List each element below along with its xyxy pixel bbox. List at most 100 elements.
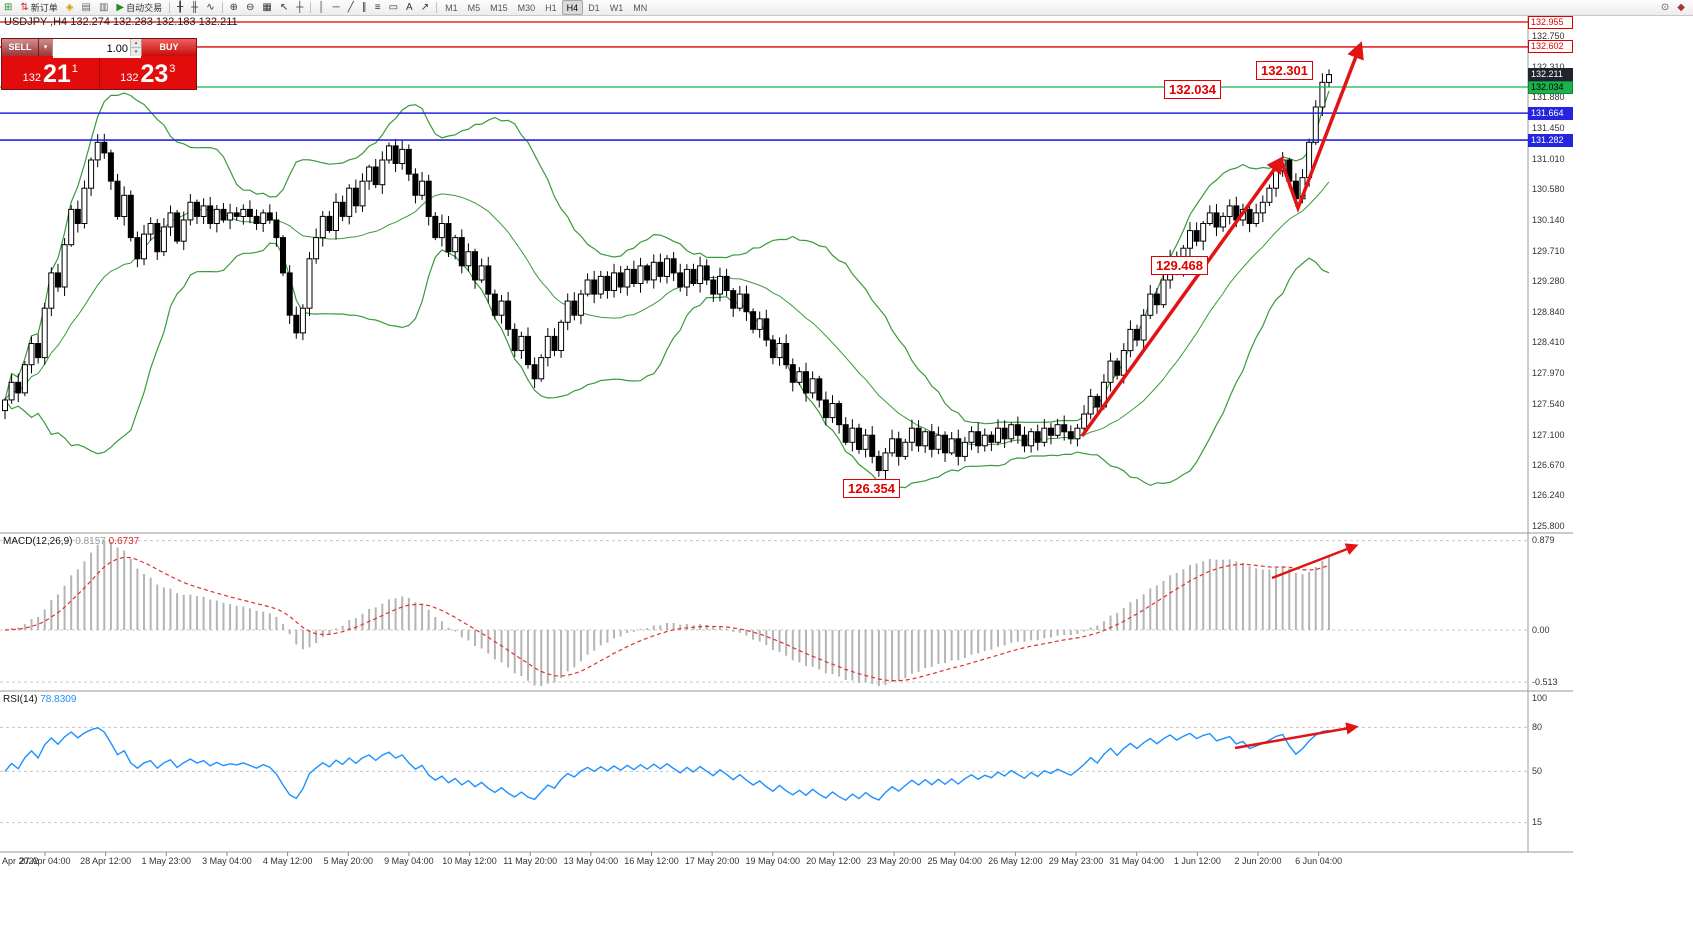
search-icon[interactable]: ⊙ xyxy=(1657,0,1673,15)
rsi-label: RSI(14) 78.8309 xyxy=(3,694,76,705)
volume-input[interactable] xyxy=(53,40,141,58)
timeframe-m30[interactable]: M30 xyxy=(517,2,536,13)
time-axis-label: 2 Jun 20:00 xyxy=(1234,856,1282,866)
horizontal-line-icon[interactable]: ─ xyxy=(329,0,344,15)
timeframe-w1[interactable]: W1 xyxy=(609,2,624,13)
candle-body xyxy=(1028,431,1035,447)
time-axis-label: 28 Apr 12:00 xyxy=(80,856,132,866)
timeframe-h1[interactable]: H1 xyxy=(545,2,557,13)
timeframe-mn[interactable]: MN xyxy=(633,2,648,13)
candle-body xyxy=(299,307,306,334)
buy-button[interactable]: BUY xyxy=(142,39,196,56)
price-axis-label: 126.670 xyxy=(1532,460,1565,471)
time-axis[interactable]: Apr 2022 27 Apr 04:00 28 Apr 12:00 1 May 23… xyxy=(0,852,1573,870)
cursor-icon[interactable]: ↖ xyxy=(276,0,292,15)
candle-body xyxy=(432,215,439,239)
price-axis-label: 127.970 xyxy=(1532,368,1565,379)
data-window-icon[interactable]: ▥ xyxy=(95,0,112,15)
candle-body xyxy=(28,343,35,366)
price-axis[interactable]: 132.750 132.310 131.880 131.450 131.010 130.5… xyxy=(1528,0,1574,852)
candle-body xyxy=(1134,328,1140,341)
candle-body xyxy=(1074,427,1081,440)
candle-body xyxy=(21,364,28,394)
candle-body xyxy=(1034,431,1041,443)
crosshair-icon[interactable]: ┼ xyxy=(292,0,307,15)
price-callout[interactable]: 132.301 xyxy=(1256,61,1313,80)
candle-body xyxy=(1147,293,1154,316)
timeframe-d1[interactable]: D1 xyxy=(588,2,600,13)
timeframe-h4[interactable]: H4 xyxy=(561,0,584,15)
price-callout[interactable]: 132.034 xyxy=(1164,80,1221,99)
line-chart-icon[interactable]: ∿ xyxy=(202,0,218,15)
toolbar-separator xyxy=(169,2,171,13)
trend-arrow[interactable] xyxy=(1279,41,1364,214)
buy-price-button[interactable]: 132 23 3 xyxy=(100,56,197,89)
time-axis-label: 20 May 12:00 xyxy=(806,856,861,866)
volume-decrease-button[interactable]: ▾ xyxy=(130,47,141,56)
timeframe-m1[interactable]: M1 xyxy=(445,2,458,13)
new-order-button[interactable]: ⇅ 新订单 xyxy=(16,0,61,15)
candle-body xyxy=(293,314,300,334)
candle-body xyxy=(260,212,267,224)
new-order-button: ⇅ xyxy=(20,2,29,13)
tile-windows-icon[interactable]: ▦ xyxy=(258,0,275,15)
candle-body xyxy=(88,159,95,189)
market-watch-icon[interactable]: ▤ xyxy=(78,0,95,15)
candle-body xyxy=(372,166,379,186)
quick-trade-icon[interactable]: ◆ xyxy=(1673,0,1689,15)
order-type-dropdown[interactable]: ▾ xyxy=(38,39,52,56)
vertical-line-icon[interactable]: │ xyxy=(314,0,328,15)
volume-increase-button[interactable]: ▴ xyxy=(130,39,141,47)
candle-body xyxy=(842,424,849,443)
candle-body xyxy=(538,357,545,380)
candle-body xyxy=(637,265,644,284)
candle-body xyxy=(511,328,518,352)
indicators-icon[interactable]: ◈ xyxy=(62,0,78,15)
price-tag: 132.602 xyxy=(1528,40,1573,54)
macd-axis-label: -0.513 xyxy=(1532,676,1558,687)
candle-body xyxy=(935,434,942,450)
price-callout[interactable]: 129.468 xyxy=(1151,256,1208,275)
chevron-down-icon: ▾ xyxy=(43,44,48,51)
trend-arrow[interactable] xyxy=(1080,155,1285,438)
sell-button[interactable]: SELL xyxy=(2,39,38,56)
new-chart-icon[interactable]: ⊞ xyxy=(0,0,16,15)
candle-body xyxy=(319,215,326,239)
candle-body xyxy=(505,300,512,330)
candle-body xyxy=(968,431,975,443)
candle-body xyxy=(1160,279,1167,306)
trend-arrow[interactable] xyxy=(1234,722,1359,750)
shapes-icon[interactable]: ▭ xyxy=(385,0,402,15)
rsi-value: 78.8309 xyxy=(40,694,77,705)
candle-body xyxy=(1041,427,1048,443)
candlestick-chart-icon[interactable]: ╂ xyxy=(173,0,187,15)
candle-body xyxy=(1120,350,1127,376)
fibonacci-icon[interactable]: ≡ xyxy=(371,0,385,15)
cursor-icon: ↖ xyxy=(279,2,289,13)
arrow-object-icon[interactable]: ↗ xyxy=(417,0,433,15)
candle-body xyxy=(617,272,624,288)
price-callout[interactable]: 126.354 xyxy=(843,479,900,498)
candle-body xyxy=(55,272,61,288)
price-axis-label: 131.010 xyxy=(1532,153,1565,164)
data-window-icon: ▥ xyxy=(98,2,109,13)
trend-arrow[interactable] xyxy=(1271,543,1359,580)
zoom-in-icon[interactable]: ⊕ xyxy=(226,0,242,15)
candle-body xyxy=(35,343,42,359)
sell-price-button[interactable]: 132 21 1 xyxy=(2,56,100,89)
candle-body xyxy=(1319,81,1326,108)
zoom-out-icon[interactable]: ⊖ xyxy=(242,0,258,15)
timeframe-m15[interactable]: M15 xyxy=(490,2,508,13)
candle-body xyxy=(419,180,426,196)
text-label-icon[interactable]: A xyxy=(402,0,417,15)
bar-chart-icon[interactable]: ╫ xyxy=(187,0,202,15)
timeframe-m5[interactable]: M5 xyxy=(467,2,481,13)
candle-body xyxy=(187,201,194,221)
autotrading-button[interactable]: ▶ 自动交易 xyxy=(112,0,166,15)
time-axis-label: 3 May 04:00 xyxy=(202,856,252,866)
candle-body xyxy=(657,261,664,277)
candle-body xyxy=(306,258,313,309)
channel-icon[interactable]: ∥ xyxy=(358,0,371,15)
trendline-icon[interactable]: ╱ xyxy=(344,0,358,15)
